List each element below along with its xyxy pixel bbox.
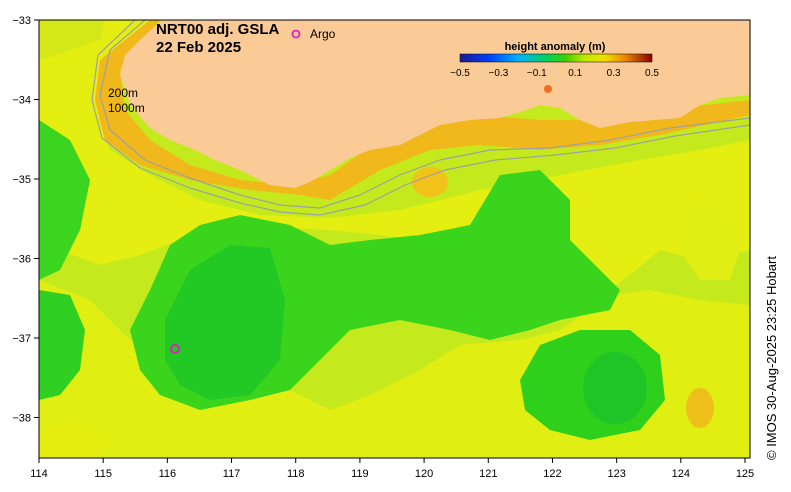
y-tick-label: −34 xyxy=(12,95,31,107)
sea-anomaly-orange-spot-south xyxy=(686,388,714,428)
sea-anomaly-yellow-east xyxy=(680,200,740,280)
sea-anomaly-orange-spot xyxy=(412,167,448,197)
y-axis-ticks: −33 −34 −35 −36 −37 −38 xyxy=(12,15,39,425)
sea-anomaly-yellow-corner xyxy=(39,420,110,458)
x-tick-label: 116 xyxy=(159,468,177,480)
credit-text: © IMOS 30-Aug-2025 23:25 Hobart xyxy=(764,256,779,460)
colorbar-tick-label: −0.1 xyxy=(527,68,547,79)
isobath-1000m xyxy=(91,20,750,216)
colorbar-tick-label: −0.3 xyxy=(489,68,509,79)
x-tick-label: 120 xyxy=(415,468,433,480)
colorbar-tick-label: 0.5 xyxy=(645,68,659,79)
x-tick-label: 124 xyxy=(672,468,690,480)
sea-anomaly-green-eddy-west xyxy=(165,245,285,400)
x-tick-label: 115 xyxy=(94,468,112,480)
y-tick-label: −35 xyxy=(12,174,31,186)
credit-panel: © IMOS 30-Aug-2025 23:25 Hobart xyxy=(764,256,779,460)
x-tick-label: 114 xyxy=(30,468,48,480)
sea-anomaly-eddy-core xyxy=(583,352,647,424)
x-tick-label: 123 xyxy=(607,468,625,480)
y-tick-label: −38 xyxy=(12,413,31,425)
drifter-marker[interactable] xyxy=(544,85,552,93)
argo-legend-label: Argo xyxy=(310,27,336,41)
sea-anomaly-green-southwest xyxy=(39,290,85,400)
y-tick-label: −37 xyxy=(12,333,31,345)
y-tick-label: −36 xyxy=(12,254,31,266)
colorbar-tick-label: −0.5 xyxy=(450,68,470,79)
x-tick-label: 118 xyxy=(287,468,305,480)
isobath-200m xyxy=(99,20,750,209)
x-axis-ticks: 114 115 116 117 118 119 120 121 122 123 124 125 xyxy=(30,458,754,480)
map-title-line1: NRT00 adj. GSLA xyxy=(156,21,280,38)
depth-label-1000m: 1000m xyxy=(108,101,145,115)
y-tick-label: −33 xyxy=(12,15,31,27)
argo-float-marker[interactable] xyxy=(170,344,180,354)
colorbar-tick-label: 0.3 xyxy=(607,68,621,79)
x-tick-label: 119 xyxy=(351,468,369,480)
colorbar: height anomaly (m) −0.5 −0.3 −0.1 0.1 0.3 0.5 xyxy=(450,41,659,79)
sea-anomaly-northwest xyxy=(39,20,105,60)
x-tick-label: 121 xyxy=(479,468,497,480)
x-tick-label: 117 xyxy=(223,468,241,480)
x-tick-label: 122 xyxy=(543,468,561,480)
argo-legend-icon xyxy=(291,29,301,39)
depth-label-200m: 200m xyxy=(108,86,138,100)
colorbar-title: height anomaly (m) xyxy=(505,41,606,53)
colorbar-ticks: −0.5 −0.3 −0.1 0.1 0.3 0.5 xyxy=(450,68,659,79)
x-tick-label: 125 xyxy=(736,468,754,480)
map-plot-area xyxy=(39,20,750,458)
map-title-line2: 22 Feb 2025 xyxy=(156,39,241,56)
sea-anomaly-green-west xyxy=(39,120,90,280)
colorbar-ramp xyxy=(459,53,653,63)
colorbar-tick-label: 0.1 xyxy=(568,68,582,79)
plot-frame xyxy=(38,19,751,459)
